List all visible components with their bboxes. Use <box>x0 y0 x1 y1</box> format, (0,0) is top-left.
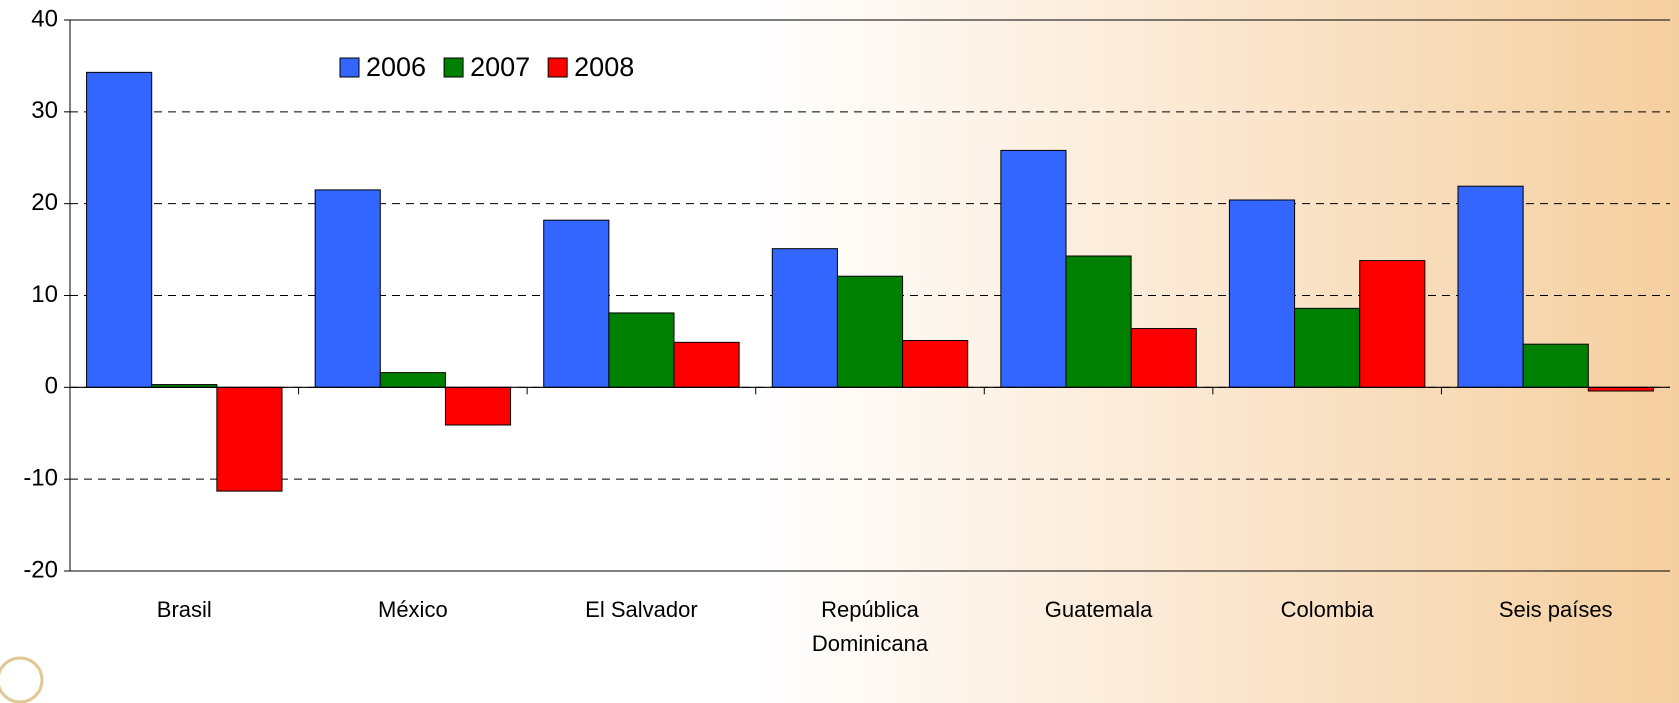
x-tick-label: El Salvador <box>585 597 698 622</box>
y-tick-label: 0 <box>45 373 58 400</box>
y-tick-label: -20 <box>23 556 58 583</box>
legend-label: 2006 <box>366 52 426 82</box>
y-tick-label: 30 <box>31 97 58 124</box>
bar <box>444 386 512 426</box>
y-tick-label: 40 <box>31 5 58 32</box>
legend-label: 2008 <box>574 52 634 82</box>
legend-swatch <box>443 57 464 78</box>
bar <box>1457 185 1524 388</box>
x-tick-label: México <box>378 597 448 622</box>
bar <box>1522 343 1589 388</box>
bar <box>1228 199 1296 388</box>
legend-swatch <box>547 57 568 78</box>
legend-label: 2007 <box>470 52 530 82</box>
bar <box>608 312 675 388</box>
x-tick-label: Guatemala <box>1044 597 1153 622</box>
x-tick-label: Brasil <box>156 597 212 622</box>
bar <box>314 189 381 388</box>
x-tick-label: Seis países <box>1498 597 1613 622</box>
logo <box>0 656 44 703</box>
y-tick-label: 20 <box>31 189 58 216</box>
bar <box>771 248 838 388</box>
bar <box>216 386 283 492</box>
bar <box>1359 260 1426 388</box>
bar <box>836 275 904 388</box>
bar <box>86 71 153 388</box>
bar <box>379 372 446 388</box>
bar <box>1065 255 1132 388</box>
bar <box>1294 307 1361 388</box>
bar <box>1130 328 1197 388</box>
bar <box>1000 149 1067 388</box>
x-tick-label: República Dominicana <box>811 597 929 656</box>
bar <box>902 339 969 388</box>
y-tick-label: -10 <box>23 465 58 492</box>
x-tick-label: Colombia <box>1280 597 1374 622</box>
bar <box>543 219 610 388</box>
legend-swatch <box>339 57 360 78</box>
bar <box>673 341 740 388</box>
y-tick-label: 10 <box>31 281 58 308</box>
